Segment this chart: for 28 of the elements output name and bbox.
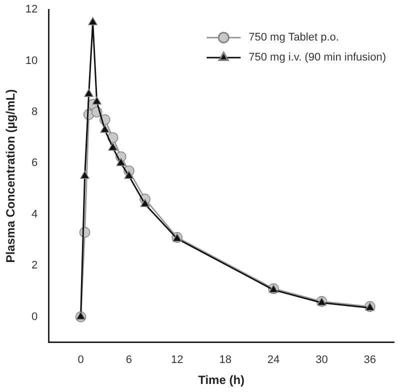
- x-tick-label: 30: [316, 354, 328, 366]
- point: [108, 142, 118, 151]
- legend-label: 750 mg Tablet p.o.: [248, 32, 339, 44]
- x-tick-label: 24: [267, 354, 280, 366]
- point: [124, 170, 134, 179]
- x-tick-label: 12: [171, 354, 184, 366]
- x-tick-label: 6: [126, 354, 132, 366]
- y-axis-title: Plasma Concentration (µg/mL): [4, 89, 18, 263]
- y-tick-label: 8: [32, 106, 38, 118]
- y-tick-label: 0: [32, 310, 38, 323]
- point: [76, 311, 86, 320]
- x-axis-title: Time (h): [198, 373, 245, 388]
- point: [80, 170, 90, 179]
- point: [140, 198, 150, 208]
- x-tick-label: 0: [78, 354, 84, 366]
- y-tick-label: 12: [25, 4, 38, 16]
- y-tick-label: 4: [32, 208, 38, 220]
- x-tick-label: 18: [219, 354, 232, 366]
- legend-label: 750 mg i.v. (90 min infusion): [248, 52, 386, 64]
- y-tick-label: 2: [32, 260, 38, 272]
- point: [88, 17, 98, 26]
- x-tick-label: 36: [364, 354, 376, 366]
- point: [84, 88, 94, 97]
- point: [100, 124, 110, 133]
- point: [92, 96, 102, 105]
- point: [116, 158, 126, 166]
- y-tick-label: 10: [25, 54, 38, 67]
- y-tick-label: 6: [32, 157, 38, 170]
